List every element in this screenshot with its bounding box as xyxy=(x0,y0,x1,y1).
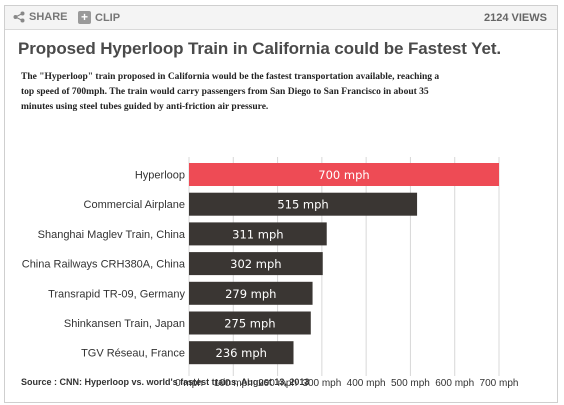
source-note: Source : CNN: Hyperloop vs. world's fast… xyxy=(21,377,310,387)
x-tick-label-7: 700 mph xyxy=(480,378,519,389)
x-tick-label-0: 0 mph xyxy=(175,378,203,389)
bar-3 xyxy=(189,252,323,276)
category-label-2: Shanghai Maglev Train, China xyxy=(38,229,186,241)
x-tick-label-1: 100 mph xyxy=(214,378,253,389)
bar-0 xyxy=(189,163,499,186)
value-label-0: 700 mph xyxy=(318,168,369,182)
toolbar: SHARE + CLIP 2124 VIEWS xyxy=(5,6,557,30)
clip-button[interactable]: + CLIP xyxy=(78,11,120,24)
share-icon xyxy=(13,11,25,23)
chart-card: SHARE + CLIP 2124 VIEWS Proposed Hyperlo… xyxy=(4,5,558,403)
clip-label: CLIP xyxy=(95,11,121,24)
category-label-5: Shinkansen Train, Japan xyxy=(64,318,185,330)
bar-5 xyxy=(189,311,311,335)
category-label-3: China Railways CRH380A, China xyxy=(22,259,186,271)
x-tick-label-3: 300 mph xyxy=(302,378,341,389)
value-label-5: 275 mph xyxy=(224,317,275,331)
bar-6 xyxy=(189,341,294,365)
x-tick-label-5: 500 mph xyxy=(391,378,430,389)
value-label-1: 515 mph xyxy=(277,198,328,212)
x-tick-label-4: 400 mph xyxy=(347,378,386,389)
x-tick-label-2: 200 mph xyxy=(258,378,297,389)
category-label-1: Commercial Airplane xyxy=(84,199,185,211)
value-label-2: 311 mph xyxy=(232,227,283,241)
description: The "Hyperloop" train proposed in Califo… xyxy=(21,72,440,112)
category-label-4: Transrapid TR-09, Germany xyxy=(48,288,185,300)
share-button[interactable]: SHARE xyxy=(13,11,68,23)
value-label-4: 279 mph xyxy=(225,287,276,301)
bar-chart: Hyperloop 700 mph Commercial Airplane 515 m… xyxy=(22,157,519,389)
plus-icon: + xyxy=(78,11,91,24)
value-label-6: 236 mph xyxy=(216,346,267,360)
category-label-0: Hyperloop xyxy=(135,170,185,182)
bar-4 xyxy=(189,281,313,305)
page-title: Proposed Hyperloop Train in California c… xyxy=(18,39,502,58)
value-label-3: 302 mph xyxy=(230,257,281,271)
view-count: 2124 VIEWS xyxy=(484,12,547,24)
share-label: SHARE xyxy=(29,11,68,23)
bar-1 xyxy=(189,192,418,216)
x-tick-label-6: 600 mph xyxy=(435,378,474,389)
bar-2 xyxy=(189,222,327,246)
category-label-6: TGV Réseau, France xyxy=(81,348,185,360)
